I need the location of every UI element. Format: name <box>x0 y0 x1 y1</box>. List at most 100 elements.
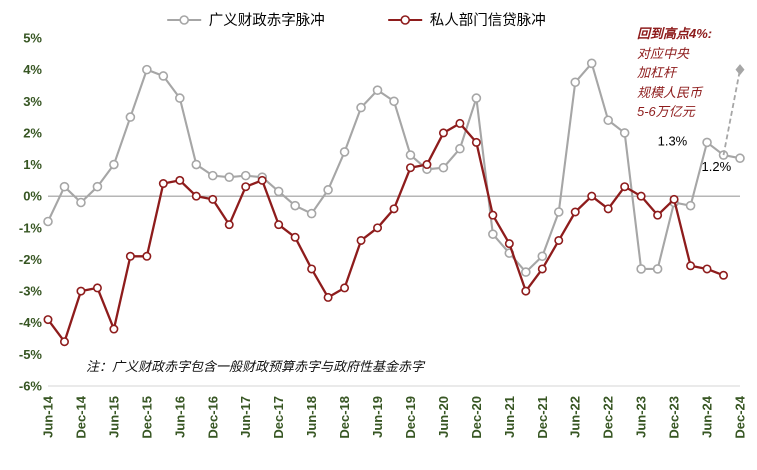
series-0-marker <box>356 102 366 113</box>
series-0-marker <box>405 150 416 160</box>
series-0-marker <box>240 170 251 181</box>
series-0-marker <box>603 115 613 126</box>
series-0-marker <box>537 251 548 262</box>
series-1-marker <box>323 292 333 302</box>
series-1-marker <box>570 207 580 217</box>
series-1-marker <box>356 235 366 245</box>
legend-label-credit-pulse: 私人部门信贷脉冲 <box>429 13 546 29</box>
series-1-marker <box>719 270 729 280</box>
series-1-marker <box>175 175 185 185</box>
series-1-marker <box>389 204 399 214</box>
x-tick-label: Dec-20 <box>469 396 484 439</box>
series-0-marker <box>207 170 218 181</box>
series-0-marker <box>323 185 333 195</box>
series-0-marker <box>471 93 482 103</box>
data-label: 1.2% <box>702 159 732 174</box>
series-1-marker <box>603 204 613 214</box>
y-tick-label: 4% <box>23 62 42 77</box>
series-1-marker <box>537 264 547 274</box>
x-tick-label: Jun-17 <box>238 396 253 438</box>
callout-line-3: 加杠杆 <box>637 65 677 80</box>
series-1-marker <box>702 264 712 274</box>
y-tick-label: -2% <box>19 252 43 267</box>
series-1-marker <box>307 264 317 274</box>
series-1-marker <box>142 251 152 261</box>
callout-line-2: 对应中央 <box>637 45 690 61</box>
series-1-marker <box>290 232 300 242</box>
series-0-marker <box>702 137 712 148</box>
y-tick-label: -3% <box>19 284 43 299</box>
series-0-marker <box>521 267 531 277</box>
series-0-marker <box>76 197 86 208</box>
x-tick-label: Jun-16 <box>172 396 187 438</box>
series-0-marker <box>273 186 284 197</box>
series-1-marker <box>224 220 234 230</box>
x-tick-label: Dec-22 <box>601 396 616 439</box>
series-1-marker <box>191 191 201 201</box>
projection-diamond-marker <box>735 64 745 76</box>
series-0-marker <box>438 162 449 173</box>
series-1-marker <box>587 191 597 201</box>
footnote: 注：广义财政赤字包含一般财政预算赤字与政府性基金赤字 <box>86 359 425 374</box>
series-1-marker <box>521 286 531 296</box>
series-1-marker <box>636 191 646 201</box>
series-0-marker <box>389 96 399 107</box>
series-0-marker <box>290 200 300 211</box>
x-tick-label: Jun-22 <box>568 396 583 438</box>
x-tick-label: Dec-19 <box>403 396 418 439</box>
y-tick-label: -4% <box>19 315 43 330</box>
series-0-marker <box>306 208 317 219</box>
series-0-marker <box>142 64 152 75</box>
x-tick-label: Jun-18 <box>304 396 319 438</box>
x-tick-label: Dec-18 <box>337 396 352 439</box>
series-0-marker <box>59 181 70 192</box>
x-tick-label: Dec-14 <box>73 395 88 438</box>
series-1-marker <box>241 182 251 192</box>
series-0-marker <box>339 147 350 157</box>
y-tick-label: 1% <box>23 157 42 172</box>
series-1-marker <box>422 160 432 170</box>
series-1-marker <box>125 251 135 261</box>
series-1-marker <box>158 179 168 189</box>
x-tick-label: Jun-24 <box>700 395 715 438</box>
series-0-marker <box>372 85 383 95</box>
x-tick-label: Jun-21 <box>502 396 517 438</box>
series-0-marker <box>158 71 169 81</box>
projection-callout: 回到高点4%: 对应中央 加杠杆 规模人民币 5-6万亿元 <box>637 24 749 122</box>
y-tick-label: -6% <box>19 379 43 394</box>
series-1-marker <box>488 210 498 220</box>
legend: 广义财政赤字脉冲 私人部门信贷脉冲 <box>166 9 546 30</box>
series-1-marker <box>554 235 564 245</box>
x-tick-label: Dec-21 <box>535 396 550 439</box>
y-tick-label: -5% <box>19 347 43 362</box>
legend-marker-credit-icon <box>387 14 422 25</box>
series-1-marker <box>405 163 415 173</box>
data-label: 1.3% <box>658 134 688 149</box>
series-0-marker <box>488 229 498 239</box>
x-tick-label: Jun-19 <box>370 396 385 438</box>
series-0-marker <box>191 159 202 170</box>
legend-marker-fiscal-icon <box>166 14 201 25</box>
series-0-marker <box>652 264 663 274</box>
x-tick-label: Jun-23 <box>634 396 649 438</box>
series-0-marker <box>586 58 597 69</box>
series-1-marker <box>43 315 53 325</box>
y-tick-label: 0% <box>23 189 42 204</box>
series-1-marker <box>504 239 514 249</box>
series-0-marker <box>735 153 745 164</box>
projection-dashed-line <box>722 69 741 156</box>
x-tick-label: Dec-15 <box>139 396 154 439</box>
series-0-marker <box>570 77 581 88</box>
series-0-marker <box>92 181 103 192</box>
series-1-marker <box>438 128 448 138</box>
series-0-marker <box>109 159 119 170</box>
series-1-marker <box>59 337 69 347</box>
x-tick-label: Dec-24 <box>733 395 748 438</box>
x-tick-label: Dec-16 <box>205 396 220 439</box>
series-0-marker <box>125 112 136 122</box>
series-1-marker <box>669 194 679 204</box>
series-1-marker <box>274 220 284 230</box>
series-1-marker <box>340 283 350 293</box>
series-0-marker <box>685 200 696 211</box>
